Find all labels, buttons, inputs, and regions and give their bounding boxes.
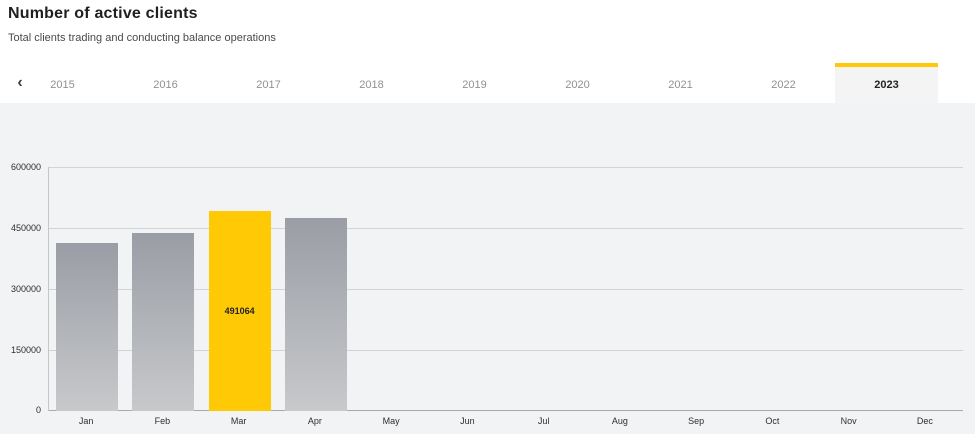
gridline-450000 — [49, 228, 963, 229]
gridline-300000 — [49, 289, 963, 290]
scroll-left-button[interactable]: ‹ — [8, 63, 32, 103]
bar-jan[interactable] — [56, 243, 119, 411]
year-tabstrip: ‹ 2015 2016 2017 2018 2019 2020 2021 2022 2023 — [0, 63, 975, 103]
bar-apr[interactable] — [284, 218, 347, 411]
bar-mar[interactable]: 491064 — [208, 211, 271, 411]
x-tick-feb: Feb — [154, 416, 171, 426]
y-tick-0: 0 — [35, 405, 41, 415]
tab-2021[interactable]: 2021 — [668, 79, 693, 91]
tab-2022[interactable]: 2022 — [771, 79, 796, 91]
x-tick-jul: Jul — [537, 416, 550, 426]
header: Number of active clients Total clients t… — [8, 5, 276, 44]
page-title: Number of active clients — [8, 5, 198, 22]
x-tick-aug: Aug — [611, 416, 628, 426]
y-tick-300000: 300000 — [10, 284, 41, 294]
gridline-600000 — [49, 167, 963, 168]
tab-2018[interactable]: 2018 — [359, 79, 384, 91]
plot-area: 491064 — [48, 167, 963, 411]
y-tick-150000: 150000 — [10, 345, 41, 355]
x-tick-dec: Dec — [916, 416, 933, 426]
gridline-150000 — [49, 350, 963, 351]
tab-2017[interactable]: 2017 — [256, 79, 281, 91]
x-tick-nov: Nov — [840, 416, 857, 426]
x-tick-jan: Jan — [78, 416, 94, 426]
tab-2019[interactable]: 2019 — [462, 79, 487, 91]
x-tick-jun: Jun — [460, 416, 475, 426]
bar-value-label: 491064 — [224, 306, 255, 316]
x-tick-apr: Apr — [307, 416, 322, 426]
x-tick-sep: Sep — [688, 416, 705, 426]
tab-2016[interactable]: 2016 — [153, 79, 178, 91]
x-tick-may: May — [382, 416, 400, 426]
tab-2020[interactable]: 2020 — [565, 79, 590, 91]
y-tick-600000: 600000 — [10, 162, 41, 172]
x-tick-oct: Oct — [765, 416, 780, 426]
tab-2023[interactable]: 2023 — [835, 63, 938, 103]
year-tabs: 2015 2016 2017 2018 2019 2020 2021 2022 2023 — [11, 63, 938, 103]
chart-body: 491064 0 150000 300000 450000 600000 Jan Feb Ma… — [0, 103, 975, 434]
x-axis-line — [49, 410, 963, 411]
tab-2015[interactable]: 2015 — [50, 79, 75, 91]
bar-feb[interactable] — [132, 233, 195, 411]
chevron-left-icon: ‹ — [17, 74, 23, 91]
page-subtitle: Total clients trading and conducting bal… — [8, 32, 276, 44]
x-tick-mar: Mar — [230, 416, 247, 426]
y-tick-450000: 450000 — [10, 223, 41, 233]
